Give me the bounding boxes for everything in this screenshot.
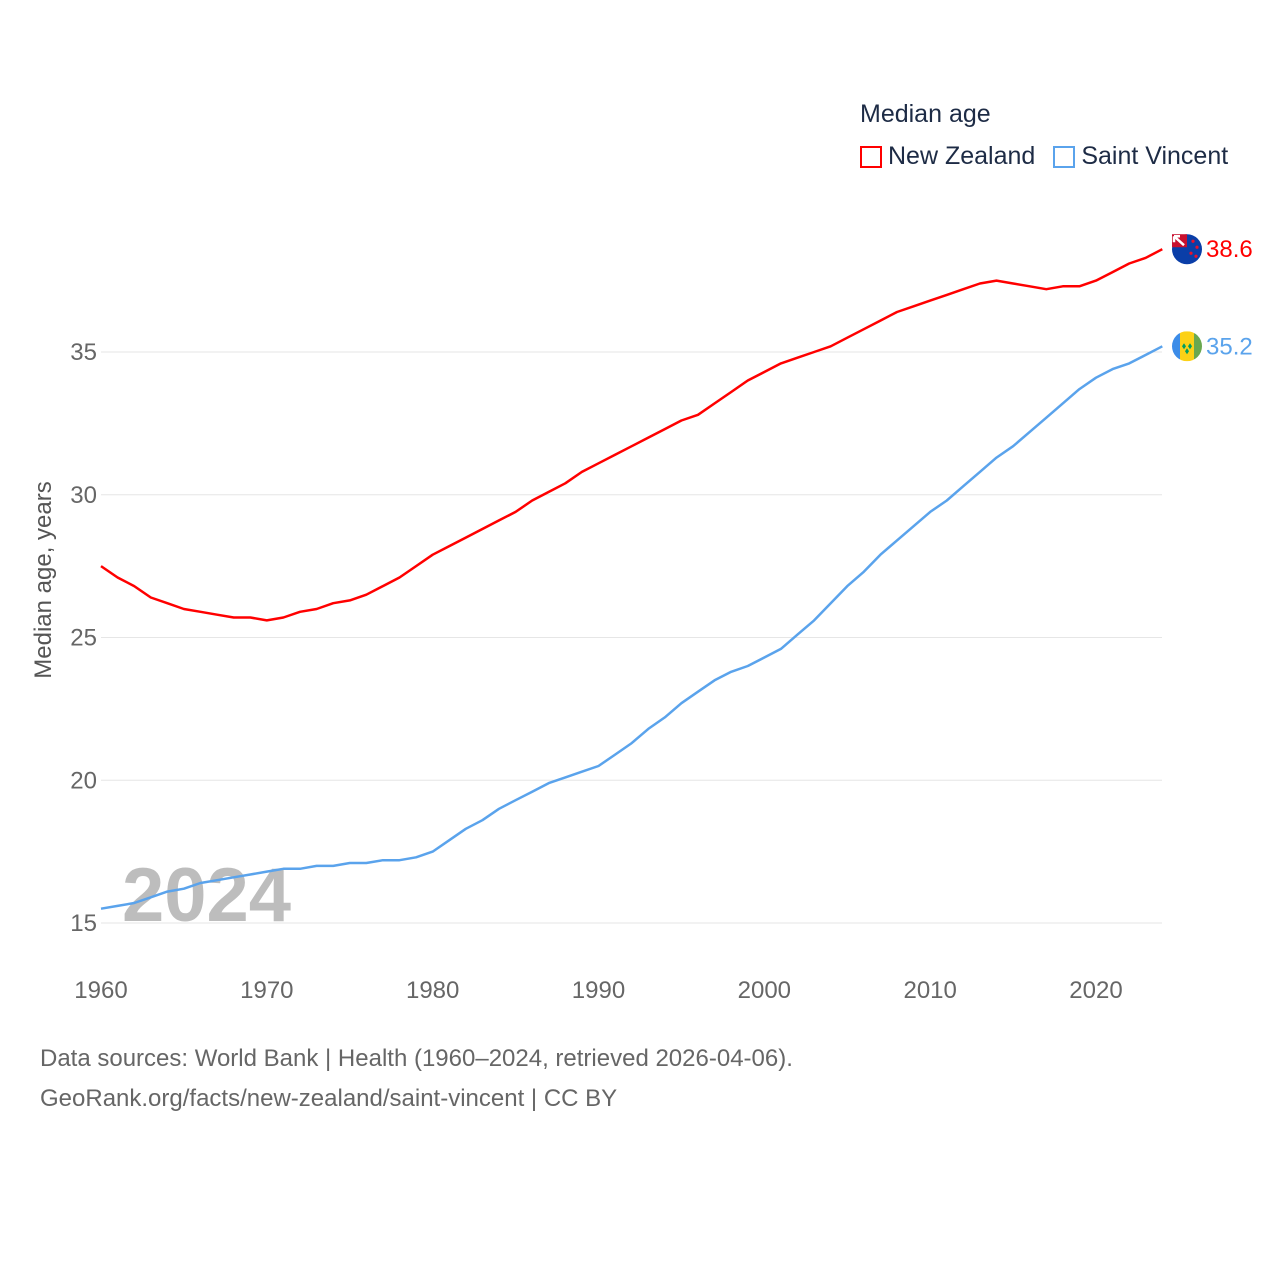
legend-item-new-zealand[interactable]: New Zealand (860, 142, 1035, 171)
series-line-saint-vincent (100, 345, 1163, 910)
y-tick-label: 15 (70, 910, 97, 937)
footer-attribution: GeoRank.org/facts/new-zealand/saint-vinc… (40, 1085, 618, 1112)
y-tick-label: 35 (70, 339, 97, 366)
x-tick-label: 2000 (738, 977, 791, 1004)
y-tick-label: 20 (70, 767, 97, 794)
end-value-label: 38.6 (1206, 236, 1253, 263)
legend-swatch (860, 145, 882, 168)
x-tick-label: 1990 (572, 977, 625, 1004)
y-tick-label: 30 (70, 482, 97, 509)
footer-sources: Data sources: World Bank | Health (1960–… (40, 1045, 793, 1072)
year-watermark: 2024 (122, 853, 291, 938)
y-axis-label: Median age, years (30, 481, 57, 678)
end-value-label: 35.2 (1206, 333, 1253, 360)
saint-vincent-flag-icon (1172, 331, 1202, 362)
legend-label: Saint Vincent (1081, 142, 1229, 170)
y-tick-label: 25 (70, 625, 97, 652)
legend-item-saint-vincent[interactable]: Saint Vincent (1053, 142, 1228, 171)
legend-swatch (1053, 145, 1076, 168)
legend: New Zealand Saint Vincent (860, 142, 1228, 171)
x-tick-label: 1970 (240, 977, 293, 1004)
series-line-new-zealand (100, 248, 1163, 622)
new-zealand-flag-icon (1172, 234, 1202, 265)
x-tick-label: 2020 (1069, 977, 1122, 1004)
legend-label: New Zealand (888, 142, 1036, 170)
x-tick-label: 2010 (903, 977, 956, 1004)
x-tick-label: 1960 (74, 977, 127, 1004)
legend-title: Median age (860, 100, 991, 128)
x-tick-label: 1980 (406, 977, 459, 1004)
